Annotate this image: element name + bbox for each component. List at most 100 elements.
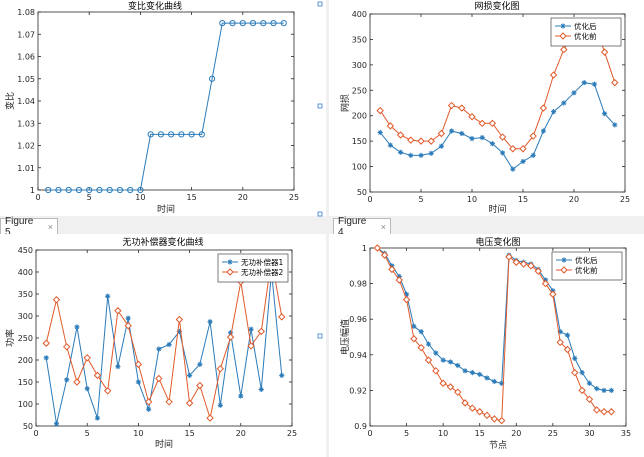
circle-marker xyxy=(188,131,195,138)
diamond-marker xyxy=(175,315,184,324)
y-tick-label: 1.07 xyxy=(17,30,35,39)
star-marker xyxy=(447,359,454,365)
diamond-marker xyxy=(519,260,528,268)
series-1 xyxy=(377,80,618,172)
star-marker xyxy=(398,149,404,155)
diamond-marker xyxy=(427,137,435,145)
x-tick-label: 15 xyxy=(185,429,195,438)
chart-3: 0 5 10 15 20 25 50 100 150 200 250 300 350 400 450 无功补偿… xyxy=(4,236,297,450)
diamond-marker xyxy=(73,378,81,386)
circle-marker xyxy=(219,20,226,27)
y-tick-label: 1.05 xyxy=(17,75,35,84)
y-tick-label: 400 xyxy=(352,10,367,19)
x-tick-label: 15 xyxy=(518,195,528,204)
circle-marker xyxy=(86,186,93,194)
star-marker xyxy=(510,166,516,172)
x-tick-label: 20 xyxy=(569,195,579,204)
star-marker xyxy=(462,368,468,374)
star-marker xyxy=(581,80,587,86)
diamond-marker xyxy=(380,251,389,259)
diamond-marker xyxy=(505,253,513,261)
x-tick-label: 25 xyxy=(620,195,630,204)
diamond-marker xyxy=(529,132,537,140)
star-marker xyxy=(594,386,600,392)
chart-2: 0 5 10 15 20 25 50 100 150 200 250 300 350 400 网损变化图时间… xyxy=(339,0,630,215)
diamond-marker xyxy=(226,333,235,341)
diamond-marker xyxy=(386,122,395,130)
chart-4: 0 5 10 15 20 25 30 35 0.9 0.92 0.94 0.96 0.98 1 电压变化图节… xyxy=(339,236,631,451)
diamond-marker xyxy=(437,129,446,138)
star-marker xyxy=(279,372,285,378)
diamond-marker xyxy=(439,379,447,387)
star-marker xyxy=(520,158,526,165)
x-tick-label: 0 xyxy=(367,195,372,204)
circle-marker xyxy=(96,186,103,194)
x-tick-label: 5 xyxy=(404,429,409,438)
star-marker xyxy=(135,379,141,385)
star-marker xyxy=(479,134,485,141)
star-marker xyxy=(105,293,111,299)
x-tick-label: 20 xyxy=(238,193,248,202)
y-axis-label: 变比 xyxy=(4,92,16,110)
x-tick-label: 5 xyxy=(85,429,90,438)
tab-figure-5[interactable]: Figure 5 × xyxy=(0,216,58,238)
circle-marker xyxy=(249,20,257,27)
star-marker xyxy=(387,142,393,148)
star-marker xyxy=(94,415,101,421)
resize-handle[interactable] xyxy=(317,211,323,217)
star-marker xyxy=(74,324,80,330)
diamond-marker xyxy=(42,339,50,347)
y-tick-label: 250 xyxy=(352,86,367,95)
resize-handle[interactable] xyxy=(317,1,323,7)
diamond-marker xyxy=(607,408,616,416)
star-marker xyxy=(166,342,172,348)
diamond-marker xyxy=(257,327,265,336)
chart-title: 网损变化图 xyxy=(474,0,519,12)
star-marker xyxy=(408,152,414,158)
diamond-marker xyxy=(468,113,476,121)
diamond-marker xyxy=(376,106,384,115)
diamond-marker xyxy=(600,48,609,56)
diamond-marker xyxy=(454,388,462,396)
star-marker xyxy=(469,370,475,376)
y-tick-label: 50 xyxy=(23,422,33,431)
y-tick-label: 200 xyxy=(18,356,33,365)
legend-box xyxy=(217,253,289,283)
circle-marker xyxy=(55,186,62,194)
close-icon[interactable]: × xyxy=(380,221,386,232)
x-tick-label: 25 xyxy=(287,429,297,438)
diamond-marker xyxy=(560,45,568,54)
resize-handle[interactable] xyxy=(317,333,323,339)
star-marker xyxy=(571,90,577,96)
diamond-marker xyxy=(600,408,608,416)
y-tick-label: 350 xyxy=(352,35,367,44)
y-tick-label: 250 xyxy=(18,334,33,343)
star-marker xyxy=(227,259,233,265)
x-tick-label: 0 xyxy=(33,429,38,438)
circle-marker xyxy=(229,20,236,27)
star-marker xyxy=(418,329,424,335)
y-tick-label: 150 xyxy=(352,137,367,146)
diamond-marker xyxy=(83,354,91,362)
tab-label: Figure 4 xyxy=(338,215,367,238)
star-marker xyxy=(440,357,446,363)
diamond-marker xyxy=(388,265,396,274)
y-tick-label: 50 xyxy=(357,188,367,197)
diamond-marker xyxy=(124,321,132,330)
legend-label: 优化前 xyxy=(574,31,597,41)
star-marker xyxy=(560,23,566,29)
star-marker xyxy=(43,355,49,361)
tab-figure-4[interactable]: Figure 4 × xyxy=(333,216,391,238)
chart-title: 变比变化曲线 xyxy=(128,0,182,12)
diamond-marker xyxy=(63,343,71,351)
star-marker xyxy=(455,362,461,369)
x-tick-label: 0 xyxy=(367,429,372,438)
star-marker xyxy=(176,328,182,334)
y-tick-label: 100 xyxy=(18,400,33,409)
y-tick-label: 1 xyxy=(30,186,35,195)
diamond-marker xyxy=(490,415,499,423)
resize-handle[interactable] xyxy=(317,103,323,109)
diamond-marker xyxy=(93,371,102,380)
diamond-marker xyxy=(144,398,153,406)
close-icon[interactable]: × xyxy=(47,221,53,232)
